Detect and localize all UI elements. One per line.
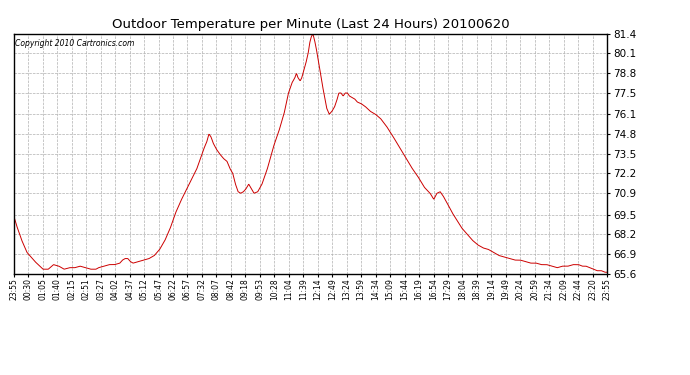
Title: Outdoor Temperature per Minute (Last 24 Hours) 20100620: Outdoor Temperature per Minute (Last 24 … (112, 18, 509, 31)
Text: Copyright 2010 Cartronics.com: Copyright 2010 Cartronics.com (15, 39, 135, 48)
